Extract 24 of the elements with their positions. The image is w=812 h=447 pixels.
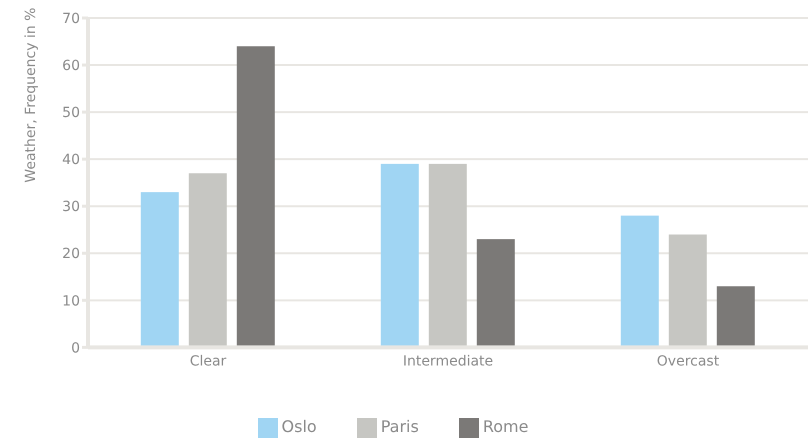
y-tick-label: 50 (62, 105, 80, 122)
bar (476, 239, 515, 348)
bar (140, 192, 179, 348)
bar (380, 164, 419, 348)
y-tick-label: 70 (62, 10, 80, 27)
y-tick-label: 10 (62, 293, 80, 310)
legend-label: Paris (380, 417, 419, 436)
x-tick-label: Intermediate (402, 353, 494, 370)
bar (428, 164, 467, 348)
y-axis-title: Weather, Frequency in % (22, 8, 39, 183)
x-tick-label: Clear (190, 353, 227, 370)
y-tick-label: 20 (62, 246, 80, 262)
y-tick-label: 60 (62, 58, 80, 74)
y-tick-label: 40 (62, 152, 80, 168)
legend-label: Oslo (282, 417, 317, 436)
bar (620, 216, 659, 348)
y-tick-label: 30 (62, 199, 80, 216)
bar (716, 286, 755, 348)
bar (236, 46, 275, 348)
bar (188, 173, 227, 348)
x-tick-label: Overcast (656, 353, 720, 370)
legend-label: Rome (482, 417, 528, 436)
bar (668, 234, 707, 348)
y-tick-label: 0 (71, 340, 80, 356)
